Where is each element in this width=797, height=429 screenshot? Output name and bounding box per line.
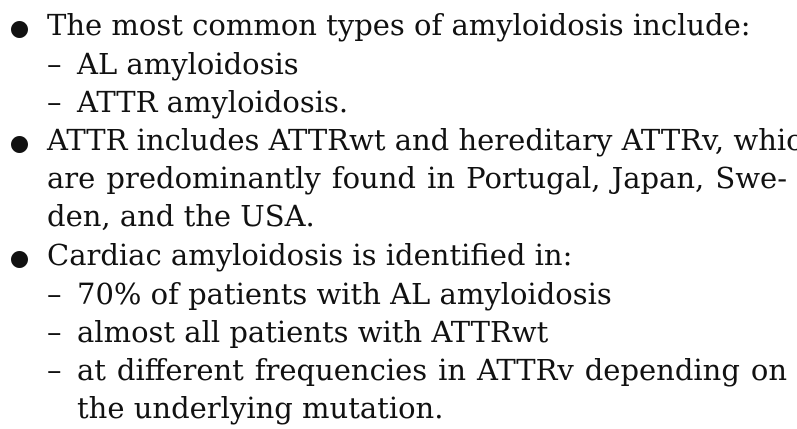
bullet-text: The most common types of amyloidosis inc…	[47, 8, 751, 42]
sub-item-attr-amyloidosis: – ATTR amyloidosis.	[0, 84, 797, 121]
sub-item-al-patients: – 70% of patients with AL amyloidosis	[0, 276, 797, 313]
bullet-continuation-line: den, and the USA.	[0, 198, 797, 235]
bullet-item-attr-includes: ATTR includes ATTRwt and hereditary ATTR…	[0, 122, 797, 159]
bullet-dot	[11, 21, 28, 38]
sub-item-attrwt-patients: – almost all patients with ATTRwt	[0, 314, 797, 351]
sub-item-attrv-frequencies: – at different frequencies in ATTRv depe…	[0, 352, 797, 389]
bullet-item-amyloidosis-types: The most common types of amyloidosis inc…	[0, 7, 797, 44]
dash-marker: –	[47, 353, 62, 387]
sub-item-text-line-1: at different frequencies in ATTRv depend…	[77, 353, 787, 387]
sub-item-text: 70% of patients with AL amyloidosis	[77, 277, 612, 311]
dash-marker: –	[47, 277, 62, 311]
sub-item-text: AL amyloidosis	[77, 47, 299, 81]
sub-item-continuation-line: the underlying mutation.	[0, 390, 797, 427]
bullet-dot	[11, 251, 28, 268]
bullet-text-line-3: den, and the USA.	[47, 199, 315, 233]
bullet-dot	[11, 136, 28, 153]
bullet-item-cardiac-amyloidosis: Cardiac amyloidosis is identified in:	[0, 237, 797, 274]
sub-item-text-line-2: the underlying mutation.	[77, 391, 444, 425]
dash-marker: –	[47, 47, 62, 81]
bullet-continuation-line: are predominantly found in Portugal, Jap…	[0, 160, 797, 197]
bullet-text: Cardiac amyloidosis is identified in:	[47, 238, 573, 272]
bullet-text-line-2: are predominantly found in Portugal, Jap…	[47, 161, 787, 195]
dash-marker: –	[47, 315, 62, 349]
sub-item-text: ATTR amyloidosis.	[77, 85, 349, 119]
dash-marker: –	[47, 85, 62, 119]
sub-item-text: almost all patients with ATTRwt	[77, 315, 549, 349]
sub-item-al-amyloidosis: – AL amyloidosis	[0, 46, 797, 83]
bullet-text-line-1: ATTR includes ATTRwt and hereditary ATTR…	[47, 123, 797, 157]
